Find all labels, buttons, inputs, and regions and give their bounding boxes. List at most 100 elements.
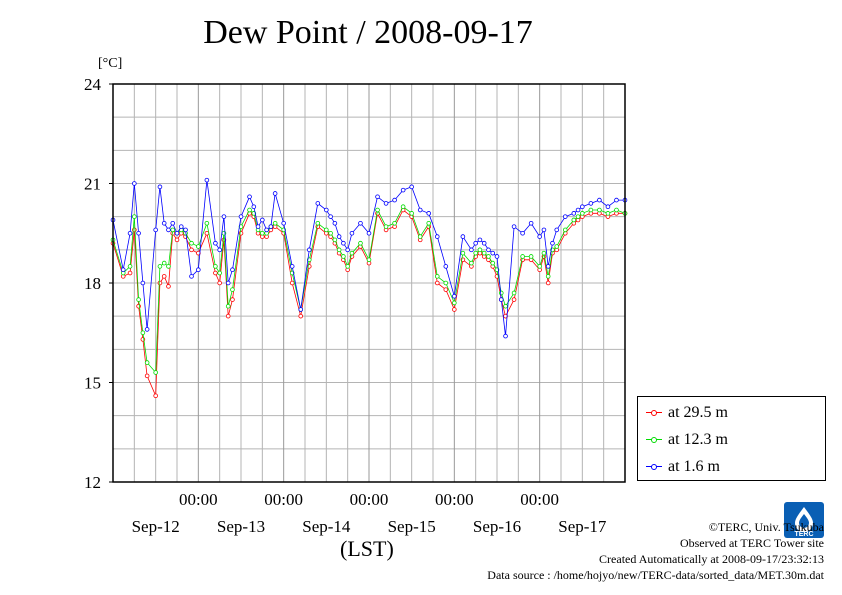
legend-marker-red <box>646 408 662 418</box>
site-text: Observed at TERC Tower site <box>679 536 824 550</box>
data-point <box>136 230 141 236</box>
data-point <box>580 204 585 210</box>
data-point <box>204 177 210 183</box>
data-point <box>272 191 278 196</box>
legend-marker-green <box>646 435 662 445</box>
data-point <box>153 370 158 375</box>
data-point <box>225 303 231 309</box>
grid <box>113 84 625 482</box>
data-point <box>575 214 581 219</box>
data-point <box>170 227 176 233</box>
data-point <box>392 197 397 203</box>
data-point <box>166 227 171 233</box>
series-at-12-3-m <box>110 204 628 375</box>
data-point <box>614 207 619 213</box>
data-point <box>469 247 474 253</box>
data-point <box>189 240 194 246</box>
data-point <box>443 280 449 286</box>
data-point <box>571 217 577 223</box>
data-point <box>426 221 432 226</box>
data-point <box>443 287 449 292</box>
data-point <box>189 274 194 279</box>
data-point <box>230 267 235 273</box>
data-point <box>366 257 372 263</box>
data-point <box>383 201 389 206</box>
data-point <box>251 204 257 210</box>
copyright-text: ©TERC, Univ. Tsukuba <box>708 520 824 534</box>
x-tick-label: 00:00 <box>350 490 389 509</box>
data-point <box>545 280 551 286</box>
data-point <box>597 197 602 203</box>
data-point <box>528 254 534 259</box>
data-point <box>345 247 350 253</box>
date-label: Sep-12 <box>132 517 180 536</box>
date-label: Sep-17 <box>558 517 607 536</box>
data-point <box>144 327 150 332</box>
data-point <box>264 227 269 233</box>
data-point <box>443 264 449 269</box>
data-point <box>345 264 350 269</box>
x-tick-label: 00:00 <box>264 490 303 509</box>
legend-label: at 12.3 m <box>668 431 728 448</box>
data-point <box>528 221 534 226</box>
data-point <box>178 224 184 229</box>
legend-marker-blue <box>646 462 662 472</box>
data-point <box>255 224 261 229</box>
data-point <box>588 201 594 206</box>
y-tick-label: 21 <box>84 175 101 194</box>
data-point <box>298 307 304 312</box>
credits: ©TERC, Univ. Tsukuba Observed at TERC To… <box>487 519 824 583</box>
data-point <box>161 221 167 226</box>
data-point <box>332 221 338 226</box>
data-point <box>575 207 581 213</box>
data-point <box>217 270 222 276</box>
data-point <box>562 214 568 219</box>
data-point <box>217 247 222 253</box>
data-point <box>520 254 525 259</box>
data-point <box>204 221 210 226</box>
data-point <box>460 234 466 239</box>
data-point <box>375 194 380 200</box>
legend-label: at 29.5 m <box>668 404 728 421</box>
data-point <box>196 267 201 273</box>
data-point <box>127 264 133 269</box>
data-point <box>221 214 227 219</box>
data-point <box>409 211 414 216</box>
data-point <box>238 214 244 219</box>
data-point <box>392 221 397 226</box>
terc-logo: TERC <box>784 502 824 538</box>
data-point <box>174 237 180 243</box>
data-point <box>213 240 218 246</box>
data-point <box>571 211 577 216</box>
data-point <box>332 237 338 243</box>
legend-label: at 1.6 m <box>668 458 720 475</box>
data-point <box>481 240 487 246</box>
data-point <box>366 230 372 236</box>
data-point <box>537 264 542 269</box>
data-point <box>153 227 158 233</box>
data-point <box>132 181 137 186</box>
y-tick-label: 12 <box>84 473 101 492</box>
data-point <box>511 297 517 302</box>
data-point <box>213 264 218 269</box>
data-point <box>298 313 304 319</box>
data-point <box>434 234 440 239</box>
data-point <box>426 211 432 216</box>
data-point <box>494 254 500 259</box>
data-point <box>260 230 265 236</box>
data-point <box>511 290 517 296</box>
data-point <box>605 204 611 210</box>
data-point <box>140 280 146 286</box>
data-point <box>161 260 167 266</box>
data-point <box>452 307 457 312</box>
data-point <box>230 287 235 292</box>
data-point <box>605 211 611 216</box>
legend-item-29-5m: at 29.5 m <box>646 403 728 423</box>
data-point <box>541 227 547 233</box>
data-point <box>157 264 163 269</box>
axis-labels: 12 15 18 21 24 00:00 00:00 00:00 00:00 00:00 Sep-1… <box>84 75 607 536</box>
data-point <box>217 280 222 286</box>
data-point <box>247 194 252 200</box>
data-point <box>315 221 321 226</box>
data-point <box>562 227 568 233</box>
